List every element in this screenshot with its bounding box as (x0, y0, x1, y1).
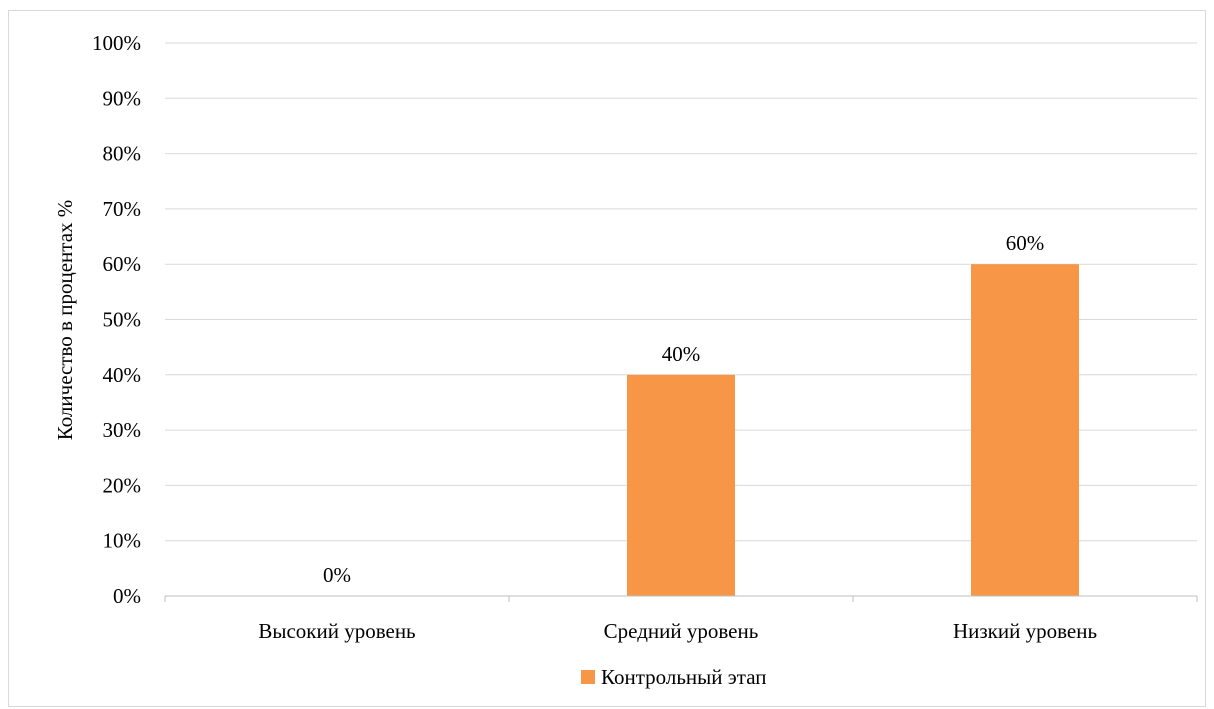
y-axis-title: Количество в процентах % (53, 200, 77, 441)
y-tick-label: 100% (92, 31, 141, 55)
data-label: 0% (323, 563, 351, 587)
legend-label: Контрольный этап (601, 665, 766, 689)
y-tick-label: 20% (103, 473, 142, 497)
y-tick-label: 90% (103, 86, 142, 110)
data-label: 60% (1006, 231, 1045, 255)
y-tick-label: 80% (103, 142, 142, 166)
bar (627, 374, 735, 596)
x-category-label: Средний уровень (604, 619, 759, 643)
y-tick-label: 60% (103, 252, 142, 276)
bar (971, 264, 1079, 596)
y-tick-label: 70% (103, 197, 142, 221)
bars (627, 264, 1079, 596)
y-tick-label: 50% (103, 308, 142, 332)
x-axis: Высокий уровень Средний уровень Низкий уро… (164, 595, 1198, 643)
y-tick-label: 10% (103, 529, 142, 553)
chart-frame (8, 10, 1206, 707)
data-label: 40% (662, 342, 701, 366)
y-tick-label: 0% (113, 584, 141, 608)
x-category-label: Низкий уровень (953, 619, 1097, 643)
y-tick-label: 40% (103, 363, 142, 387)
y-tick-label: 30% (103, 418, 142, 442)
legend-swatch (581, 670, 595, 684)
x-category-label: Высокий уровень (258, 619, 415, 643)
y-axis-tick-labels: 0% 10% 20% 30% 40% 50% 60% 70% 80% 90% 100% (92, 31, 141, 608)
data-labels: 0% 40% 60% (323, 231, 1044, 587)
legend: Контрольный этап (581, 665, 766, 689)
